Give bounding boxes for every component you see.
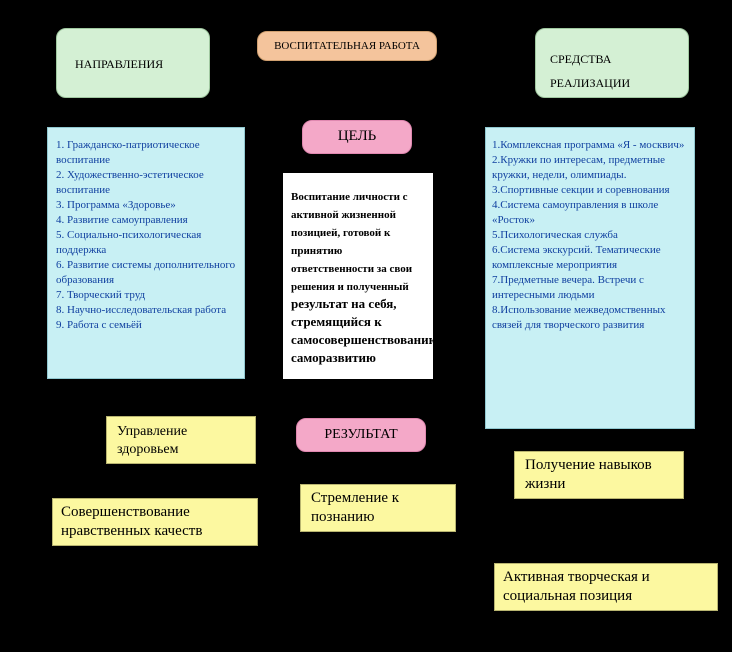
goal-body-text-2: результат на себя, стремящийся к самосов… (291, 296, 442, 365)
result-label-box: РЕЗУЛЬТАТ (296, 418, 426, 452)
cognition-text: Стремление к познанию (301, 485, 455, 527)
moral-box: Совершенствование нравственных качеств (52, 498, 258, 546)
means-list-box: 1.Комплексная программа «Я - москвич» 2.… (485, 127, 695, 429)
skills-text: Получение навыков жизни (515, 452, 683, 494)
edu-work-header-text: ВОСПИТАТЕЛЬНАЯ РАБОТА (258, 32, 436, 52)
goal-label-text: ЦЕЛЬ (303, 121, 411, 145)
goal-label-box: ЦЕЛЬ (302, 120, 412, 154)
active-pos-text: Активная творческая и социальная позиция (495, 564, 717, 606)
health-mgmt-text: Управление здоровьем (107, 417, 255, 459)
goal-body-text-1: Воспитание личности с активной жизненной… (291, 191, 412, 293)
goal-body-box: Воспитание личности с активной жизненной… (282, 172, 434, 380)
directions-header-box: НАПРАВЛЕНИЯ (56, 28, 210, 98)
means-list-text: 1.Комплексная программа «Я - москвич» 2.… (486, 128, 694, 333)
moral-text: Совершенствование нравственных качеств (53, 499, 257, 541)
skills-box: Получение навыков жизни (514, 451, 684, 499)
cognition-box: Стремление к познанию (300, 484, 456, 532)
means-header-text: СРЕДСТВА РЕАЛИЗАЦИИ (536, 29, 688, 95)
health-mgmt-box: Управление здоровьем (106, 416, 256, 464)
directions-header-text: НАПРАВЛЕНИЯ (57, 29, 209, 72)
active-pos-box: Активная творческая и социальная позиция (494, 563, 718, 611)
means-header-box: СРЕДСТВА РЕАЛИЗАЦИИ (535, 28, 689, 98)
directions-list-box: 1. Гражданско-патриотическое воспитание … (47, 127, 245, 379)
directions-list-text: 1. Гражданско-патриотическое воспитание … (48, 128, 244, 333)
edu-work-header-box: ВОСПИТАТЕЛЬНАЯ РАБОТА (257, 31, 437, 61)
result-label-text: РЕЗУЛЬТАТ (297, 419, 425, 443)
